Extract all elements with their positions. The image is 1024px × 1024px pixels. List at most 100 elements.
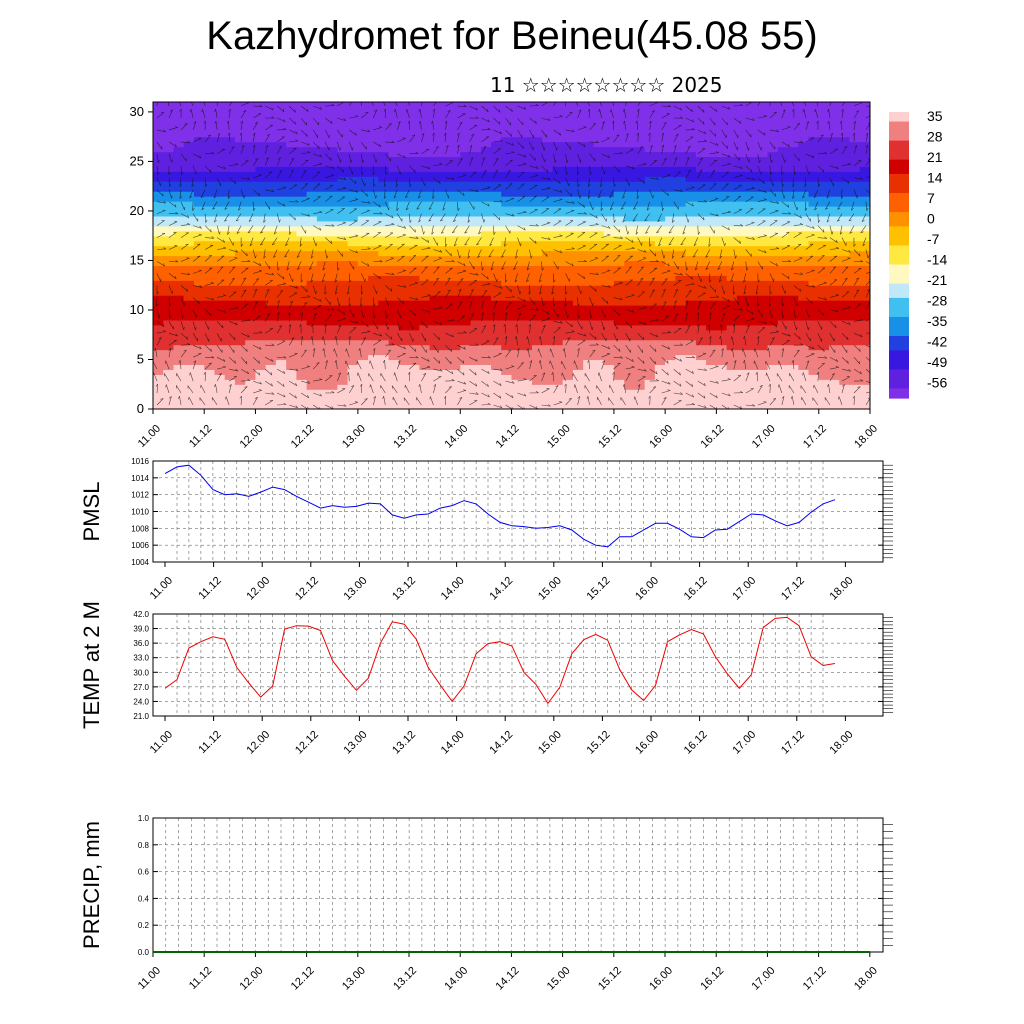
heatmap-cell — [726, 354, 738, 361]
heatmap-cell — [265, 280, 277, 286]
heatmap-cell — [306, 404, 318, 409]
heatmap-cell — [327, 116, 338, 123]
wind-vector — [189, 189, 194, 199]
heatmap-cell — [214, 389, 226, 395]
heatmap-cell — [234, 265, 246, 271]
heatmap-cell — [777, 319, 789, 326]
heatmap-cell — [419, 210, 431, 217]
heatmap-cell — [716, 404, 728, 409]
heatmap-cell — [675, 344, 687, 351]
heatmap-cell — [193, 186, 205, 192]
heatmap-cell — [583, 186, 595, 192]
heatmap-cell — [398, 141, 410, 148]
heatmap-cell — [798, 205, 810, 212]
heatmap-cell — [409, 111, 420, 118]
heatmap-cell — [849, 309, 861, 316]
wind-vector — [265, 400, 274, 406]
heatmap-cell — [450, 329, 461, 336]
heatmap-cell — [460, 156, 472, 163]
heatmap-cell — [368, 394, 379, 400]
heatmap-cell — [624, 121, 636, 128]
heatmap-cell — [706, 151, 717, 158]
heatmap-cell — [859, 285, 870, 291]
wind-vector-head — [266, 133, 270, 136]
wind-vector — [252, 289, 258, 298]
heatmap-cell — [306, 314, 318, 321]
heatmap-cell — [665, 181, 676, 187]
heatmap-cell — [255, 166, 267, 172]
heatmap-cell — [634, 196, 646, 202]
heatmap-cell — [634, 309, 646, 316]
heatmap-cell — [470, 166, 482, 172]
heatmap-cell — [193, 305, 205, 311]
wind-vector-head — [211, 297, 214, 301]
heatmap-cell — [531, 201, 543, 207]
heatmap-cell — [675, 334, 687, 341]
heatmap-cell — [644, 324, 656, 331]
heatmap-cell — [296, 106, 308, 113]
heatmap-cell — [818, 260, 830, 266]
heatmap-cell — [306, 319, 318, 326]
heatmap-cell — [706, 275, 717, 281]
heatmap-cell — [654, 285, 666, 291]
heatmap-cell — [398, 116, 410, 123]
heatmap-cell — [491, 131, 502, 138]
heatmap-cell — [757, 379, 769, 385]
wind-vector — [168, 273, 177, 280]
heatmap-cell — [480, 290, 492, 296]
heatmap-cell — [501, 399, 513, 405]
heatmap-cell — [839, 230, 851, 237]
heatmap-cell — [439, 399, 451, 405]
wind-vector — [216, 266, 224, 274]
heatmap-cell — [818, 126, 830, 133]
heatmap-cell — [306, 309, 318, 316]
heatmap-cell — [357, 181, 369, 187]
heatmap-cell — [419, 250, 431, 257]
heatmap-cell — [419, 235, 431, 242]
heatmap-cell — [193, 250, 205, 257]
wind-vector-head — [187, 343, 191, 345]
heatmap-cell — [562, 106, 574, 113]
heatmap-cell — [347, 230, 359, 237]
heatmap-cell — [859, 384, 870, 390]
heatmap-cell — [634, 399, 646, 405]
heatmap-cell — [736, 245, 748, 252]
heatmap-cell — [255, 151, 267, 158]
heatmap-cell — [542, 295, 554, 301]
heatmap-cell — [439, 186, 451, 192]
heatmap-cell — [163, 220, 175, 227]
wind-vector — [277, 187, 286, 190]
wind-vector-head — [306, 365, 310, 367]
heatmap-cell — [429, 334, 441, 341]
heatmap-cell — [552, 146, 564, 153]
heatmap-cell — [562, 290, 574, 296]
heatmap-cell — [357, 354, 369, 361]
wind-vector — [215, 120, 218, 130]
heatmap-cell — [347, 240, 359, 247]
heatmap-cell — [163, 324, 175, 331]
heatmap-cell — [245, 339, 257, 346]
heatmap-cell — [583, 245, 595, 252]
heatmap-cell — [450, 389, 461, 395]
heatmap-cell — [234, 156, 246, 163]
heatmap-cell — [265, 240, 277, 247]
heatmap-cell — [818, 399, 830, 405]
wind-vector — [228, 189, 230, 199]
wind-vector-head — [295, 285, 298, 289]
wind-vector — [156, 273, 161, 282]
heatmap-cell — [501, 250, 513, 257]
heatmap-cell — [460, 404, 472, 409]
heatmap-cell — [849, 131, 861, 138]
heatmap-cell — [347, 305, 359, 311]
heatmap-cell — [337, 369, 349, 375]
heatmap-cell — [736, 215, 748, 222]
heatmap-cell — [316, 404, 328, 409]
heatmap-cell — [450, 102, 461, 108]
heatmap-cell — [706, 215, 717, 222]
heatmap-cell — [726, 379, 738, 385]
heatmap-cell — [634, 141, 646, 148]
heatmap-cell — [706, 404, 717, 409]
wind-vector — [265, 280, 273, 286]
heatmap-cell — [214, 191, 226, 197]
wind-vector-head — [199, 225, 202, 229]
